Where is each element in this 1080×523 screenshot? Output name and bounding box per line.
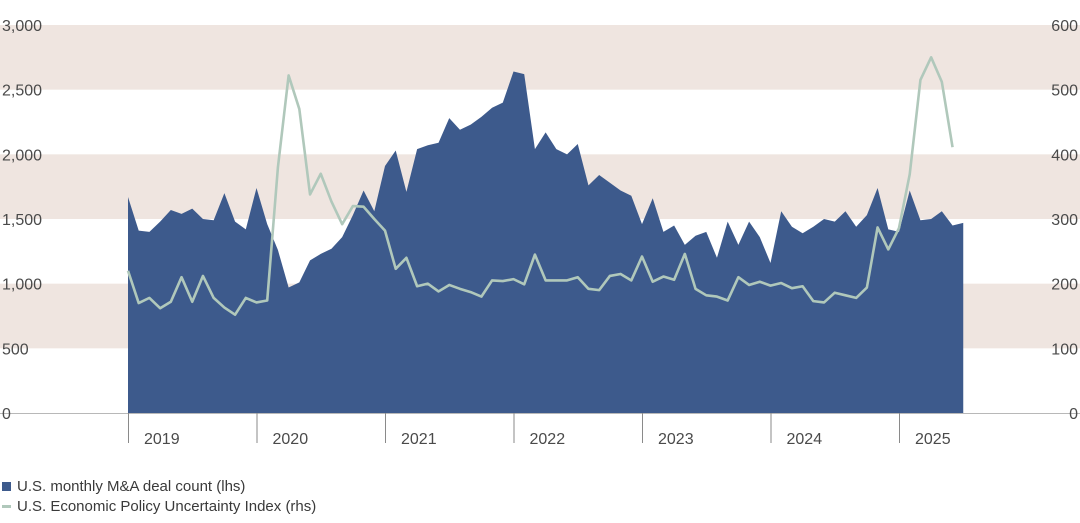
y-left-tick-5: 2,500: [2, 83, 42, 100]
y-right-tick-4: 400: [1051, 147, 1078, 164]
legend-item-uncertainty: U.S. Economic Policy Uncertainty Index (…: [2, 498, 316, 515]
y-left-tick-4: 2,000: [2, 147, 42, 164]
left-axis-ticks: 0 500 1,000 1,500 2,000 2,500 3,000: [2, 18, 42, 423]
deal-count-area: [128, 71, 964, 413]
legend-label-deal-count: U.S. monthly M&A deal count (lhs): [17, 478, 246, 495]
right-axis-ticks: 0 100 200 300 400 500 600: [1051, 18, 1078, 423]
legend-swatch-deal-count: [2, 482, 11, 491]
uncertainty-line: [126, 56, 954, 317]
y-right-tick-3: 300: [1051, 212, 1078, 229]
legend-swatch-uncertainty: [2, 505, 11, 508]
y-left-tick-6: 3,000: [2, 18, 42, 35]
x-axis: 2019 2020 2021 2022 2023 2024 2025: [0, 413, 1080, 448]
y-right-tick-5: 500: [1051, 83, 1078, 100]
x-tick-label-2025: 2025: [915, 431, 951, 448]
band-2: [0, 25, 1080, 90]
x-tick-label-2022: 2022: [530, 431, 566, 448]
x-tick-label-2023: 2023: [658, 431, 694, 448]
x-tick-label-2019: 2019: [144, 431, 180, 448]
legend-item-deal-count: U.S. monthly M&A deal count (lhs): [2, 478, 245, 495]
x-tick-label-2024: 2024: [787, 431, 823, 448]
x-tick-label-2020: 2020: [273, 431, 309, 448]
legend-label-uncertainty: U.S. Economic Policy Uncertainty Index (…: [17, 498, 317, 515]
y-right-tick-0: 0: [1069, 406, 1078, 423]
deal-count-area-layer: [128, 71, 964, 413]
y-right-tick-2: 200: [1051, 277, 1078, 294]
y-left-tick-3: 1,500: [2, 212, 42, 229]
y-right-tick-6: 600: [1051, 18, 1078, 35]
y-left-tick-2: 1,000: [2, 277, 42, 294]
y-left-tick-1: 500: [2, 341, 29, 358]
y-left-tick-0: 0: [2, 406, 11, 423]
x-tick-label-2021: 2021: [401, 431, 437, 448]
uncertainty-line-layer: [126, 56, 954, 317]
y-right-tick-1: 100: [1051, 341, 1078, 358]
